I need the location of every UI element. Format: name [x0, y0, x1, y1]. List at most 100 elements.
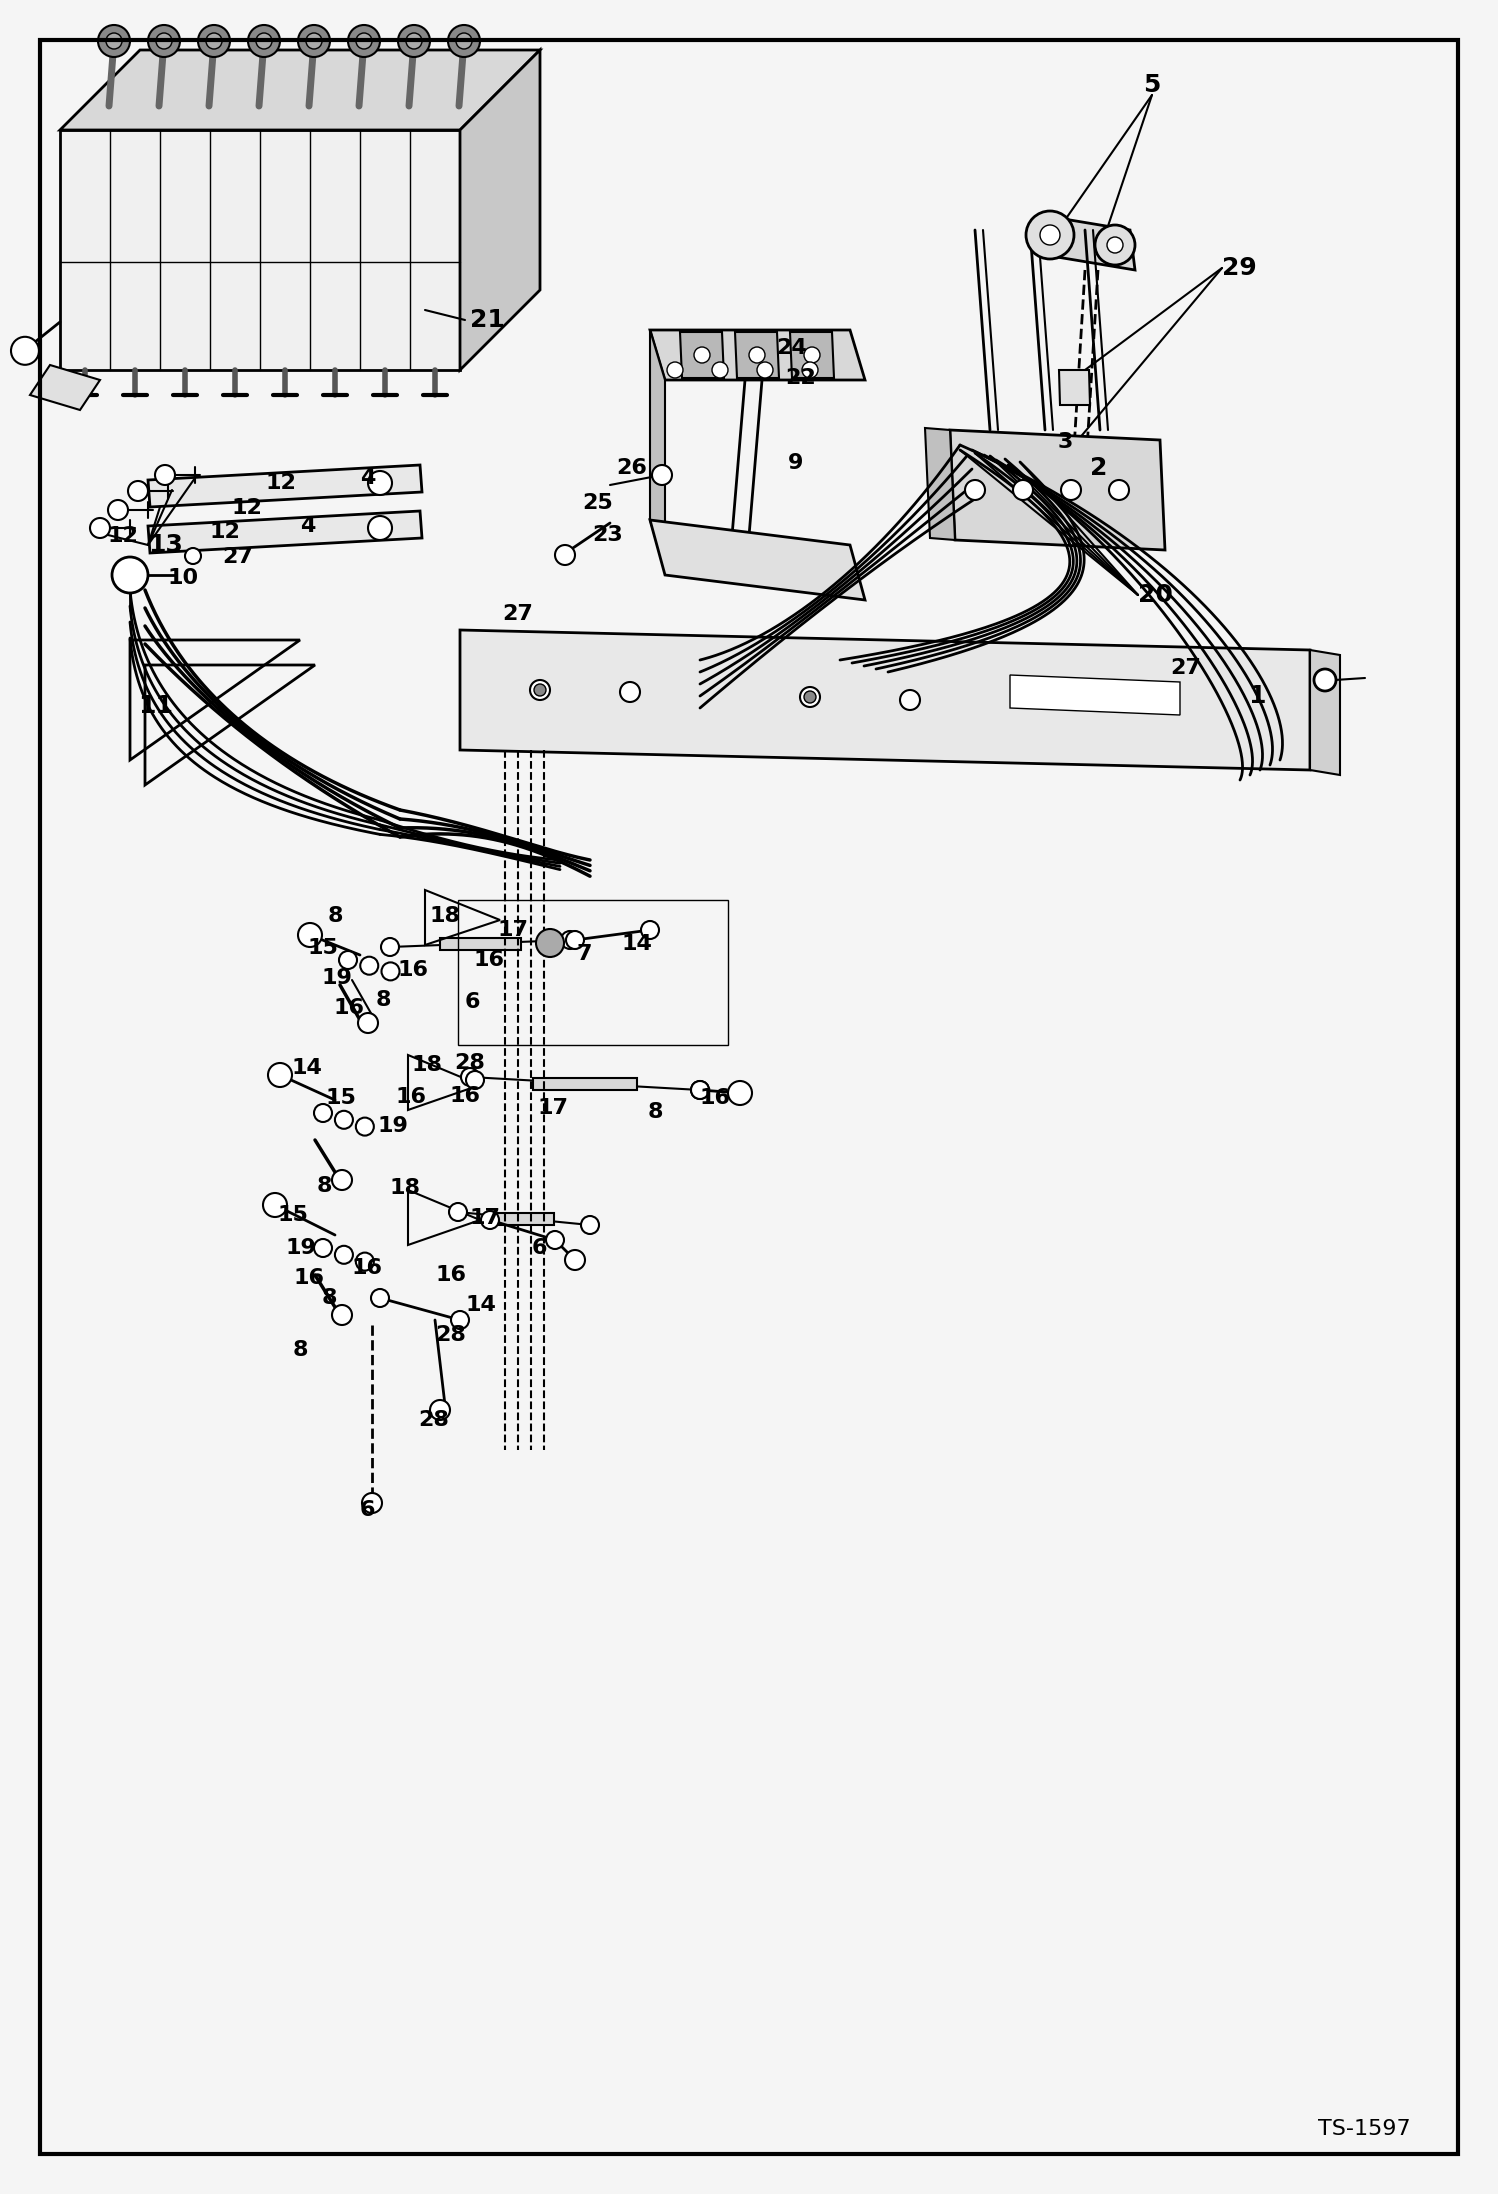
Circle shape [800, 687, 819, 706]
Circle shape [451, 1312, 469, 1330]
Circle shape [148, 24, 180, 57]
Polygon shape [460, 630, 1309, 770]
Text: 8: 8 [294, 1341, 309, 1360]
Text: 23: 23 [592, 524, 623, 544]
Circle shape [336, 1246, 354, 1264]
Circle shape [749, 347, 765, 362]
Circle shape [667, 362, 683, 377]
Text: 13: 13 [148, 533, 183, 557]
Circle shape [298, 24, 330, 57]
Polygon shape [1055, 441, 1085, 474]
Circle shape [156, 33, 172, 48]
Text: 17: 17 [497, 919, 527, 939]
Circle shape [566, 930, 584, 950]
Circle shape [804, 347, 819, 362]
Circle shape [358, 1014, 377, 1033]
Text: 21: 21 [470, 307, 505, 331]
Circle shape [360, 957, 379, 974]
Text: 15: 15 [309, 939, 339, 959]
Circle shape [357, 1253, 374, 1270]
Text: 25: 25 [583, 494, 613, 513]
Circle shape [545, 1231, 565, 1248]
Circle shape [560, 930, 580, 950]
Circle shape [804, 691, 816, 702]
Circle shape [315, 1240, 333, 1257]
Circle shape [106, 33, 121, 48]
Text: 24: 24 [776, 338, 807, 358]
Circle shape [336, 1110, 354, 1128]
Circle shape [306, 33, 322, 48]
Polygon shape [439, 937, 520, 950]
Circle shape [357, 33, 372, 48]
Bar [458, 900, 728, 1044]
Text: 27: 27 [1170, 658, 1201, 678]
Polygon shape [60, 129, 460, 371]
Circle shape [380, 939, 398, 957]
Text: 18: 18 [389, 1178, 421, 1198]
Circle shape [652, 465, 673, 485]
Text: 7: 7 [577, 943, 592, 963]
Text: 16: 16 [352, 1257, 383, 1277]
Text: 16: 16 [334, 998, 366, 1018]
Text: 11: 11 [138, 693, 172, 717]
Text: 8: 8 [328, 906, 343, 926]
Text: 17: 17 [538, 1097, 569, 1119]
Text: 8: 8 [376, 989, 391, 1009]
Text: 15: 15 [277, 1205, 309, 1224]
Text: 9: 9 [788, 452, 803, 474]
Polygon shape [1059, 371, 1091, 406]
Circle shape [90, 518, 109, 538]
Text: 19: 19 [377, 1117, 409, 1136]
Polygon shape [950, 430, 1165, 551]
Text: 19: 19 [321, 968, 352, 987]
Circle shape [207, 33, 222, 48]
Circle shape [1314, 669, 1336, 691]
Text: 16: 16 [449, 1086, 481, 1106]
Text: 10: 10 [168, 568, 199, 588]
Text: 16: 16 [436, 1266, 467, 1286]
Text: 15: 15 [327, 1088, 357, 1108]
Circle shape [581, 1215, 599, 1233]
Polygon shape [1309, 649, 1341, 774]
Polygon shape [680, 331, 724, 377]
Circle shape [256, 33, 273, 48]
Circle shape [691, 1082, 709, 1099]
Text: 12: 12 [232, 498, 262, 518]
Circle shape [363, 1492, 382, 1514]
Text: 6: 6 [360, 1501, 376, 1520]
Text: 19: 19 [285, 1237, 316, 1257]
Circle shape [1109, 480, 1129, 500]
Polygon shape [533, 1077, 637, 1090]
Text: 2: 2 [1091, 456, 1107, 480]
Circle shape [691, 1082, 709, 1099]
Polygon shape [148, 511, 422, 553]
Circle shape [430, 1400, 449, 1420]
Text: 6: 6 [532, 1237, 547, 1257]
Circle shape [461, 1068, 479, 1086]
Text: 14: 14 [622, 935, 653, 954]
Text: 14: 14 [464, 1294, 496, 1314]
Circle shape [348, 24, 380, 57]
Text: 8: 8 [649, 1101, 664, 1121]
Circle shape [382, 963, 400, 981]
Text: 29: 29 [1222, 257, 1257, 281]
Text: 8: 8 [322, 1288, 337, 1308]
Text: 18: 18 [430, 906, 461, 926]
Text: 18: 18 [412, 1055, 443, 1075]
Polygon shape [650, 520, 864, 599]
Circle shape [449, 1202, 467, 1222]
Circle shape [339, 950, 357, 970]
Circle shape [249, 24, 280, 57]
Polygon shape [148, 465, 422, 507]
Circle shape [694, 347, 710, 362]
Text: 16: 16 [395, 1086, 427, 1108]
Circle shape [481, 1211, 499, 1229]
Circle shape [565, 1251, 586, 1270]
Text: 27: 27 [502, 603, 533, 623]
Circle shape [1040, 226, 1061, 246]
Circle shape [712, 362, 728, 377]
Circle shape [357, 1117, 374, 1136]
Polygon shape [460, 50, 539, 371]
Text: 28: 28 [434, 1325, 466, 1345]
Text: 3: 3 [1058, 432, 1074, 452]
